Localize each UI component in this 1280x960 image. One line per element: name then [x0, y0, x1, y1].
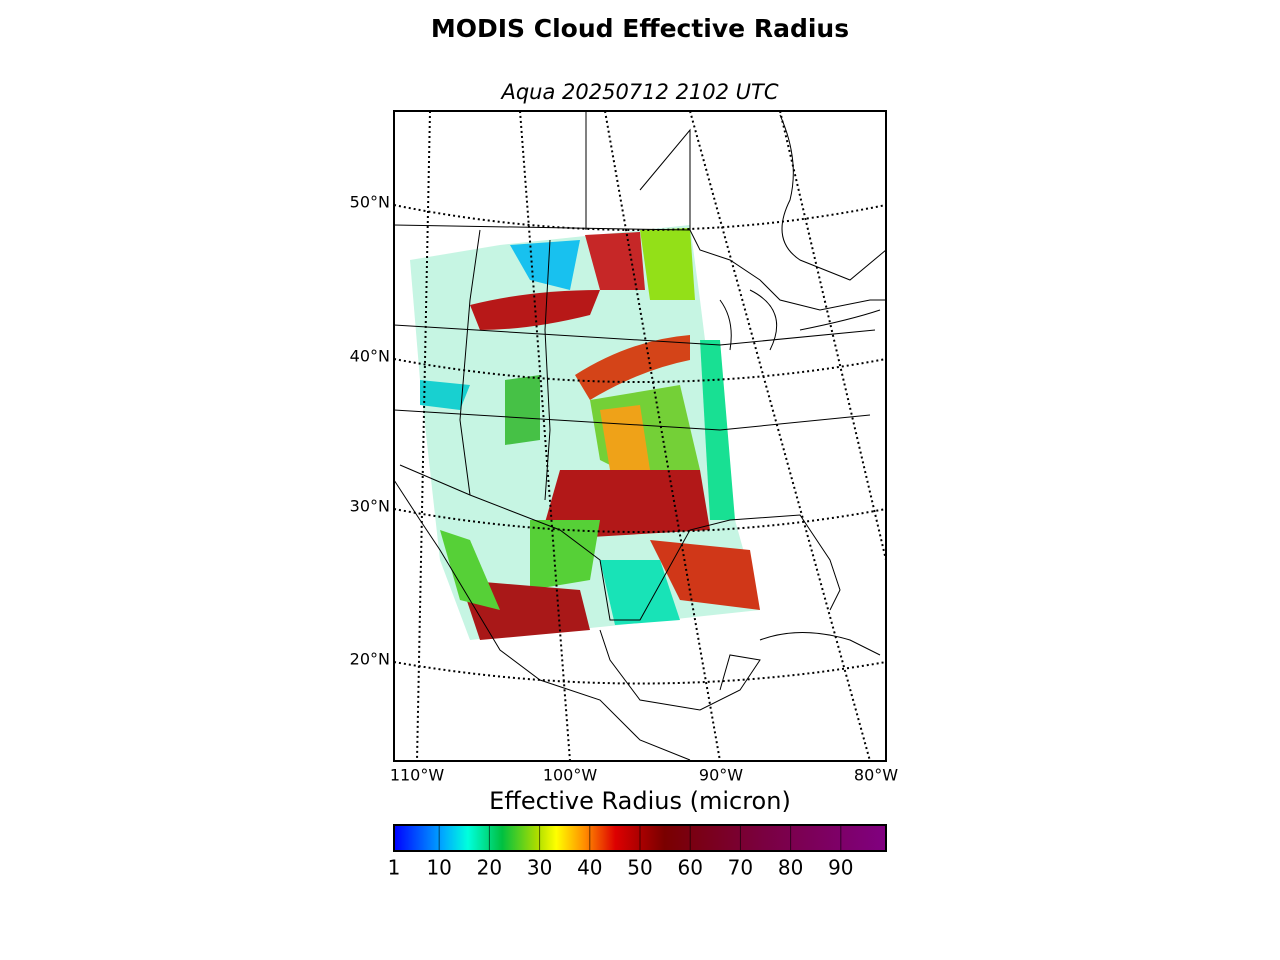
- lon-label: 110°W: [390, 766, 445, 785]
- colorbar-tick-label: 70: [728, 856, 753, 880]
- colorbar-label: Effective Radius (micron): [489, 787, 791, 815]
- lat-label: 30°N: [350, 497, 390, 516]
- lon-label: 100°W: [543, 766, 598, 785]
- colorbar-tick-label: 80: [778, 856, 803, 880]
- colorbar-ticks: 1 10 20 30 40 50 60 70 80 90: [388, 825, 854, 880]
- colorbar-tick-label: 40: [577, 856, 602, 880]
- colorbar-tick-label: 90: [828, 856, 853, 880]
- cloud-swath: [410, 225, 760, 640]
- subtitle: Aqua 20250712 2102 UTC: [499, 80, 778, 104]
- colorbar-tick-label: 60: [677, 856, 702, 880]
- map-frame: [393, 110, 887, 762]
- map: [394, 111, 886, 761]
- colorbar-tick-label: 10: [426, 856, 451, 880]
- colorbar-tick-label: 30: [527, 856, 552, 880]
- lat-label: 20°N: [350, 650, 390, 669]
- lon-label: 90°W: [699, 766, 743, 785]
- lat-label: 40°N: [350, 347, 390, 366]
- colorbar-tick-label: 1: [388, 856, 401, 880]
- lat-label: 50°N: [350, 193, 390, 212]
- title: MODIS Cloud Effective Radius: [431, 14, 849, 43]
- lon-label: 80°W: [854, 766, 898, 785]
- colorbar-tick-label: 20: [477, 856, 502, 880]
- graticule: [394, 111, 886, 761]
- coastlines: [394, 111, 886, 761]
- colorbar-tick-label: 50: [627, 856, 652, 880]
